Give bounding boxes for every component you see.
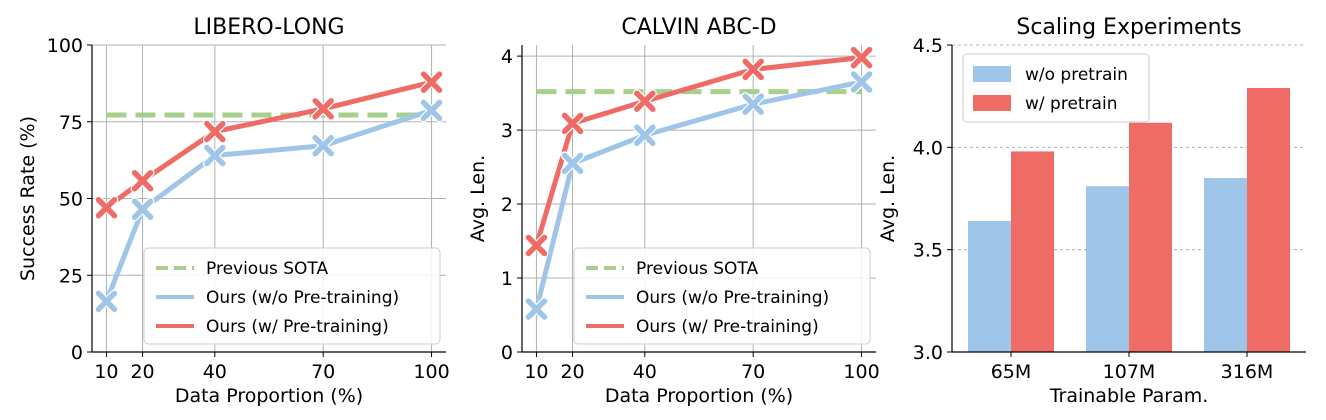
legend-swatch <box>973 66 1011 82</box>
ours-wo-pretraining-point <box>311 133 336 158</box>
legend-box <box>573 247 871 345</box>
ours-w-pretraining-point <box>202 119 227 144</box>
x-tick-label: 107M <box>1103 361 1156 383</box>
y-tick-label: 75 <box>59 112 83 134</box>
w-pretrain-bar <box>1247 87 1290 352</box>
y-tick-label: 4 <box>501 46 513 68</box>
ours-w-pretraining-point <box>130 168 155 193</box>
ours-wo-pretraining-point <box>94 289 119 314</box>
legend: w/o pretrain w/ pretrain <box>962 53 1150 123</box>
y-axis-label: Avg. Len. <box>877 155 899 242</box>
legend-box <box>143 247 441 345</box>
ours-w-pretraining-line <box>104 79 433 210</box>
legend-label: Ours (w/ Pre-training) <box>206 317 389 337</box>
chart-title: LIBERO-LONG <box>193 15 344 40</box>
legend: Previous SOTA Ours (w/o Pre-training) Ours… <box>573 247 871 345</box>
legend-label: Ours (w/o Pre-training) <box>206 288 399 308</box>
x-tick-label: 10 <box>524 361 548 383</box>
legend-label: Previous SOTA <box>206 259 328 279</box>
ours-w-pretraining-point <box>94 195 119 220</box>
x-tick-label: 10 <box>94 361 118 383</box>
ours-w-pretraining-point <box>560 111 585 136</box>
y-tick-label: 4.5 <box>913 35 943 57</box>
libero-long-chart: 0 25 50 75 100 LIBERO-LONG Data Proportion (%)… <box>17 15 450 407</box>
y-axis-label: Success Rate (%) <box>17 116 39 281</box>
y-tick-label: 25 <box>59 265 83 287</box>
x-tick-label: 316M <box>1221 361 1274 383</box>
ours-w-pretraining-point <box>419 70 444 95</box>
legend-label: Previous SOTA <box>636 259 758 279</box>
wo-pretrain-bar <box>968 221 1011 352</box>
y-tick-label: 3 <box>501 120 513 142</box>
legend-label: Ours (w/o Pre-training) <box>636 288 829 308</box>
ours-wo-pretraining-point <box>849 69 874 94</box>
calvin-chart: 0 1 2 3 4 CALVIN ABC-D Data Proportion (%) Avg.… <box>467 15 880 407</box>
y-tick-label: 3.0 <box>913 342 943 364</box>
legend: Previous SOTA Ours (w/o Pre-training) Ours… <box>143 247 441 345</box>
x-tick-label: 100 <box>843 361 879 383</box>
x-axis-label: Data Proportion (%) <box>605 385 793 407</box>
ours-wo-pretraining-point <box>632 123 657 148</box>
ours-wo-pretraining-point <box>560 151 585 176</box>
legend-swatch <box>973 95 1011 111</box>
wo-pretrain-bar <box>1086 186 1129 352</box>
y-tick-label: 100 <box>47 35 83 57</box>
x-tick-label: 20 <box>560 361 584 383</box>
ours-wo-pretraining-point <box>741 92 766 117</box>
ours-w-pretraining-point <box>311 96 336 121</box>
w-pretrain-bar <box>1129 122 1172 352</box>
ours-w-pretraining-point <box>524 233 549 258</box>
ours-w-pretraining-line <box>534 55 862 247</box>
x-tick-label: 70 <box>311 361 335 383</box>
y-axis-label: Avg. Len. <box>467 155 489 242</box>
legend-label: Ours (w/ Pre-training) <box>636 317 819 337</box>
ours-wo-pretraining-point <box>130 197 155 222</box>
ours-w-pretraining-point <box>632 89 657 114</box>
ours-wo-pretraining-point <box>419 98 444 123</box>
x-tick-label: 40 <box>203 361 227 383</box>
ours-w-pretraining-point <box>741 57 766 82</box>
ours-wo-pretraining-point <box>524 297 549 322</box>
x-tick-label: 40 <box>633 361 657 383</box>
y-tick-label: 0 <box>71 342 83 364</box>
ours-w-pretraining-point <box>849 45 874 70</box>
y-tick-label: 3.5 <box>913 240 943 262</box>
y-tick-label: 50 <box>59 189 83 211</box>
y-tick-label: 1 <box>501 268 513 290</box>
x-tick-label: 20 <box>130 361 154 383</box>
x-tick-label: 100 <box>413 361 449 383</box>
y-tick-label: 0 <box>501 342 513 364</box>
y-tick-label: 2 <box>501 194 513 216</box>
w-pretrain-bar <box>1011 151 1054 352</box>
y-tick-label: 4.0 <box>913 137 943 159</box>
legend-label: w/o pretrain <box>1025 65 1128 85</box>
x-tick-label: 65M <box>991 361 1032 383</box>
legend-label: w/ pretrain <box>1025 94 1117 114</box>
chart-title: Scaling Experiments <box>1016 15 1241 40</box>
x-axis-label: Data Proportion (%) <box>175 385 363 407</box>
ours-wo-pretraining-point <box>202 143 227 168</box>
scaling-chart: 3.0 3.5 4.0 4.5 Scaling Experiments Trainable… <box>877 15 1306 407</box>
wo-pretrain-bar <box>1204 178 1247 352</box>
x-tick-label: 70 <box>741 361 765 383</box>
chart-title: CALVIN ABC-D <box>621 15 776 40</box>
x-axis-label: Trainable Param. <box>1049 385 1209 407</box>
